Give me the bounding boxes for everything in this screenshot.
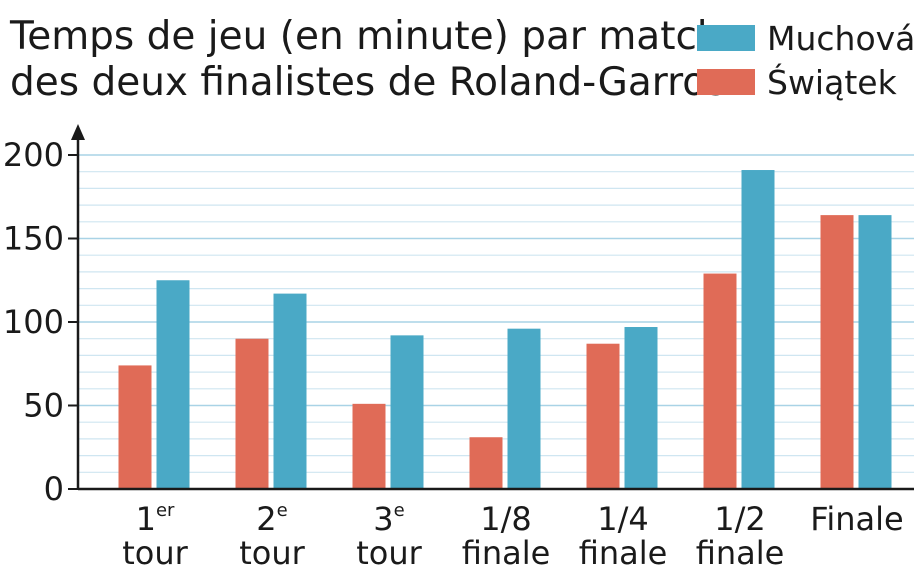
bar-muchova [507, 328, 541, 489]
legend-label-swiatek: Świątek [767, 62, 897, 102]
chart-title-line-1: Temps de jeu (en minute) par match [10, 14, 722, 59]
y-axis-arrowhead [71, 124, 85, 140]
y-tick-label: 100 [3, 303, 64, 341]
bar-muchova [741, 170, 775, 489]
x-category-label: 1er [136, 500, 175, 538]
x-category-label: tour [356, 534, 422, 572]
x-category-label: tour [239, 534, 305, 572]
legend-item-swiatek: Świątek [697, 60, 915, 104]
chart-legend: Muchová Świątek [697, 16, 915, 104]
legend-item-muchova: Muchová [697, 16, 915, 60]
chart-title-line-2: des deux finalistes de Roland-Garros [10, 60, 727, 105]
bar-muchova [390, 335, 424, 489]
bar-muchova [156, 280, 190, 489]
x-category-label: finale [696, 534, 785, 572]
y-tick-label: 0 [44, 470, 64, 508]
bar-swiatek [703, 273, 737, 489]
x-category-label: 1/4 [597, 500, 649, 538]
legend-swatch-swiatek [697, 69, 755, 95]
bar-swiatek [469, 437, 503, 489]
bar-swiatek [820, 215, 854, 489]
x-category-label: 1/8 [480, 500, 532, 538]
chart-title: Temps de jeu (en minute) par match des d… [10, 14, 726, 106]
x-category-label: 2e [256, 500, 287, 538]
bar-muchova [858, 215, 892, 489]
bar-swiatek [352, 403, 386, 489]
x-category-label: finale [462, 534, 551, 572]
y-tick-label: 200 [3, 136, 64, 174]
x-category-label: Finale [810, 500, 903, 538]
y-tick-label: 50 [23, 387, 64, 425]
bar-muchova [624, 327, 658, 489]
bar-swiatek [586, 343, 620, 489]
legend-swatch-muchova [697, 25, 755, 51]
bar-muchova [273, 293, 307, 489]
x-category-label: finale [579, 534, 668, 572]
legend-label-muchova: Muchová [767, 18, 916, 58]
x-category-label: 1/2 [714, 500, 766, 538]
bar-swiatek [235, 338, 269, 489]
x-category-label: tour [122, 534, 188, 572]
x-category-label: 3e [373, 500, 404, 538]
y-tick-label: 150 [3, 220, 64, 258]
bar-swiatek [118, 365, 152, 489]
